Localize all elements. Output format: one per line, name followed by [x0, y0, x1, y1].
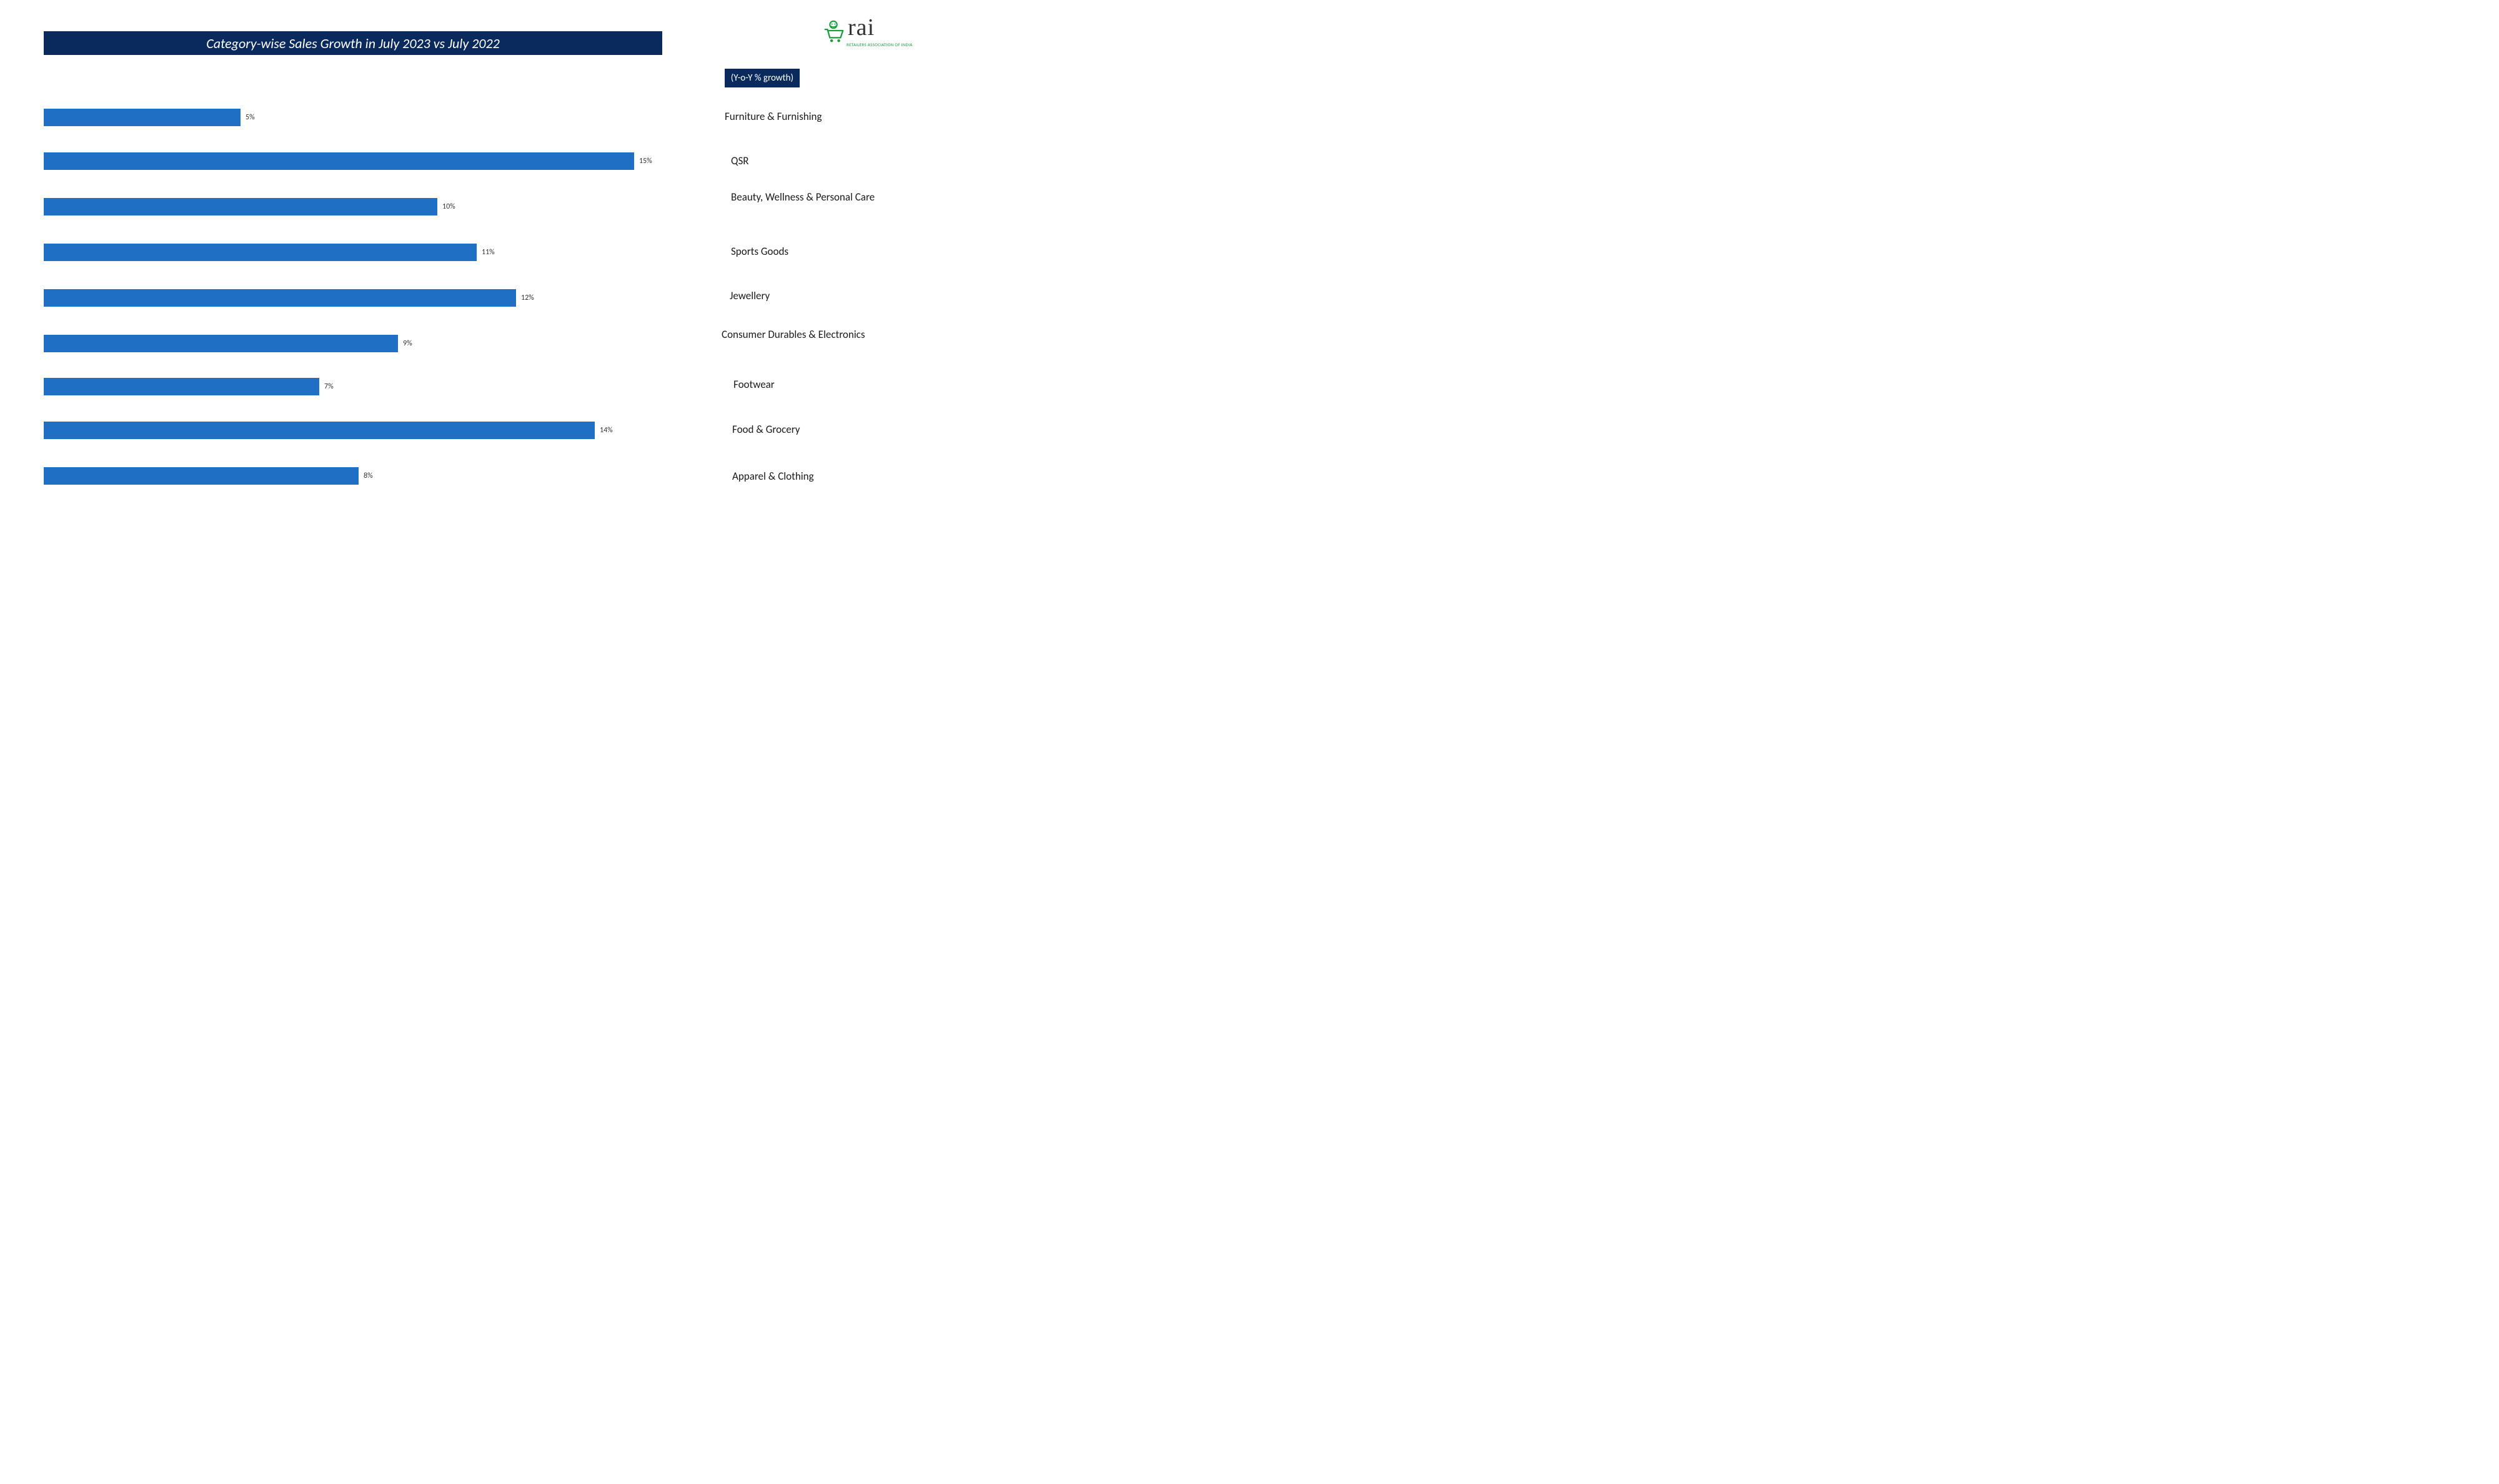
category-label: Footwear: [718, 378, 881, 391]
chart-title-bar: Category-wise Sales Growth in July 2023 …: [44, 31, 662, 55]
category-label: Beauty, Wellness & Personal Care: [718, 190, 881, 204]
bar-row: 7%: [44, 378, 653, 395]
bar: [44, 422, 595, 439]
logo-text: rai: [848, 14, 875, 41]
bar-value-label: 9%: [398, 335, 412, 352]
bar-row: 8%: [44, 467, 653, 485]
subtitle-box: (Y-o-Y % growth): [725, 69, 800, 87]
bar: [44, 378, 319, 395]
bar-value-label: 5%: [241, 109, 255, 126]
rai-logo: rai RETAILERS ASSOCIATION OF INDIA: [822, 16, 915, 50]
chart-area: 5% 15% 10% 11% 12% 9% 7% 14% 8%: [44, 97, 653, 484]
bar: [44, 152, 634, 170]
category-label: Apparel & Clothing: [718, 470, 881, 483]
bar: [44, 198, 437, 215]
bar: [44, 335, 398, 352]
bar: [44, 467, 359, 485]
bar-row: 9%: [44, 335, 653, 352]
subtitle-text: (Y-o-Y % growth): [731, 72, 793, 84]
bar-value-label: 10%: [437, 198, 455, 215]
bar-value-label: 15%: [634, 152, 652, 170]
bar-row: 12%: [44, 289, 653, 307]
chart-title: Category-wise Sales Growth in July 2023 …: [206, 35, 500, 52]
bar-row: 10%: [44, 198, 653, 215]
bar-value-label: 14%: [595, 422, 613, 439]
bar-row: 14%: [44, 422, 653, 439]
logo-subtext: RETAILERS ASSOCIATION OF INDIA: [847, 42, 913, 47]
cart-icon: [822, 19, 845, 42]
bar-row: 11%: [44, 244, 653, 261]
category-labels: Furniture & Furnishing QSR Beauty, Wellnes…: [718, 97, 918, 484]
bar-value-label: 11%: [477, 244, 495, 261]
bar-value-label: 8%: [359, 467, 373, 485]
bar-value-label: 7%: [319, 378, 334, 395]
bar-row: 15%: [44, 152, 653, 170]
category-label: Furniture & Furnishing: [718, 110, 881, 123]
bar-value-label: 12%: [516, 289, 534, 307]
bar: [44, 244, 477, 261]
category-label: QSR: [718, 154, 881, 167]
category-label: Sports Goods: [718, 245, 881, 258]
bar: [44, 109, 241, 126]
category-label: Consumer Durables & Electronics: [718, 328, 881, 341]
category-label: Food & Grocery: [718, 423, 881, 436]
bar-row: 5%: [44, 109, 653, 126]
bar: [44, 289, 516, 307]
category-label: Jewellery: [718, 289, 881, 302]
